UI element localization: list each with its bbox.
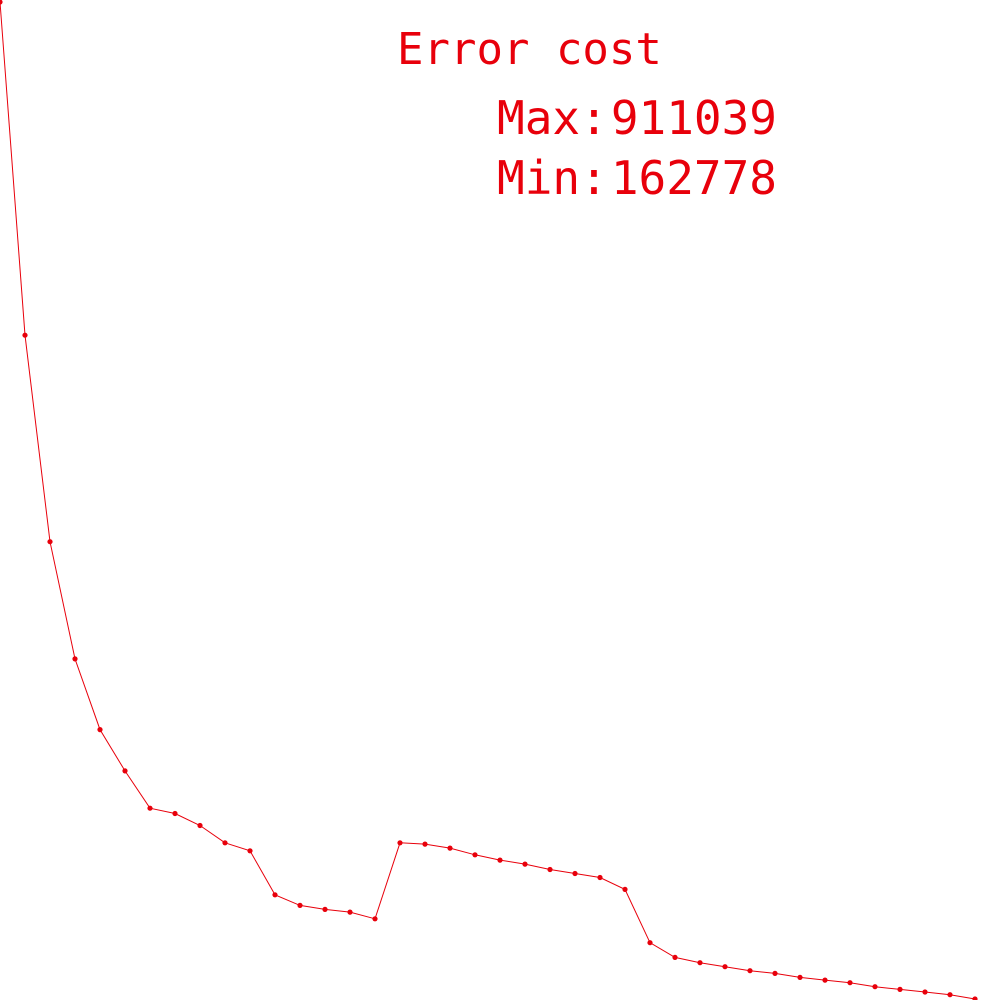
data-point: [247, 848, 253, 854]
max-value: 911039: [611, 91, 777, 145]
data-point: [522, 861, 528, 867]
plot-area: [0, 0, 978, 1000]
chart-title: Error cost: [397, 24, 662, 75]
data-point: [422, 841, 428, 847]
data-point: [922, 989, 928, 995]
data-point: [297, 902, 303, 909]
data-point: [822, 977, 828, 983]
min-label: Min:: [497, 151, 608, 205]
data-point: [397, 840, 403, 846]
data-point: [272, 892, 278, 898]
data-point: [672, 954, 678, 961]
min-value: 162778: [611, 151, 777, 205]
data-point: [47, 539, 53, 545]
data-point: [197, 822, 203, 829]
data-point: [172, 810, 178, 817]
data-point: [222, 840, 228, 846]
data-point: [947, 992, 953, 998]
data-point: [647, 940, 653, 946]
data-point: [22, 332, 28, 338]
data-point: [97, 727, 103, 733]
data-point: [897, 986, 903, 993]
data-point: [347, 909, 353, 915]
data-point: [722, 964, 728, 970]
data-point: [972, 996, 978, 1000]
data-point: [147, 805, 153, 811]
data-point: [847, 980, 853, 986]
data-point: [622, 886, 628, 893]
data-point: [372, 916, 378, 922]
data-point: [322, 906, 328, 913]
data-point: [472, 852, 478, 858]
data-point: [747, 968, 753, 974]
data-point: [797, 974, 803, 981]
data-point: [72, 656, 78, 662]
data-point: [497, 857, 503, 863]
data-point: [0, 0, 3, 5]
data-point: [597, 874, 603, 881]
data-point: [547, 866, 553, 873]
error-cost-series-line: [0, 1, 976, 1000]
data-point: [697, 960, 703, 966]
data-point: [447, 845, 453, 851]
data-point: [572, 870, 578, 877]
max-label: Max:: [497, 91, 608, 145]
data-point: [772, 970, 778, 977]
data-point: [122, 768, 128, 774]
data-point: [872, 984, 878, 990]
